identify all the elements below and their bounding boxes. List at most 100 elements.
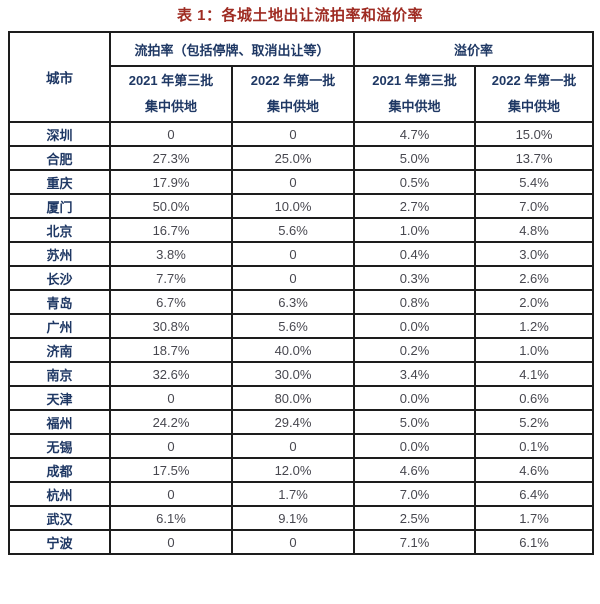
value-cell: 4.6% <box>353 457 477 483</box>
value-cell: 0 <box>109 385 233 411</box>
table-row: 成都 17.5% 12.0% 4.6% 4.6% <box>8 457 595 483</box>
city-cell: 福州 <box>8 409 111 435</box>
value-cell: 5.0% <box>353 145 477 171</box>
header-subrow: 2021 年第三批 集中供地 2022 年第一批 集中供地 2021 年第三批 … <box>9 65 595 123</box>
value-cell: 4.8% <box>474 217 595 243</box>
value-cell: 4.1% <box>474 361 595 387</box>
table-row: 济南 18.7% 40.0% 0.2% 1.0% <box>8 337 595 363</box>
value-cell: 0 <box>230 433 356 459</box>
value-cell: 80.0% <box>230 385 356 411</box>
city-cell: 广州 <box>8 313 111 339</box>
value-cell: 25.0% <box>230 145 356 171</box>
table-row: 宁波 0 0 7.1% 6.1% <box>8 529 595 555</box>
header-group-failure-rate: 流拍率（包括停牌、取消出让等） <box>108 31 356 67</box>
table-body: 深圳 0 0 4.7% 15.0% 合肥 27.3% 25.0% 5.0% 13.7% 重庆 17.9… <box>8 121 595 555</box>
value-cell: 13.7% <box>474 145 595 171</box>
value-cell: 3.4% <box>353 361 477 387</box>
table-row: 广州 30.8% 5.6% 0.0% 1.2% <box>8 313 595 339</box>
subheader-line2: 集中供地 <box>267 99 320 114</box>
table-title: 表 1：各城土地出让流拍率和溢价率 <box>176 7 423 24</box>
table-row: 无锡 0 0 0.0% 0.1% <box>8 433 595 459</box>
header-group-premium-rate: 溢价率 <box>353 31 595 67</box>
value-cell: 4.7% <box>353 121 477 147</box>
city-cell: 长沙 <box>8 265 111 291</box>
value-cell: 0.0% <box>353 433 477 459</box>
value-cell: 16.7% <box>109 217 233 243</box>
value-cell: 17.9% <box>109 169 233 195</box>
subheader-failure-2022-batch1: 2022 年第一批 集中供地 <box>230 65 356 123</box>
value-cell: 18.7% <box>109 337 233 363</box>
value-cell: 29.4% <box>230 409 356 435</box>
value-cell: 40.0% <box>230 337 356 363</box>
value-cell: 1.0% <box>474 337 595 363</box>
value-cell: 7.0% <box>474 193 595 219</box>
city-cell: 南京 <box>8 361 111 387</box>
value-cell: 15.0% <box>474 121 595 147</box>
city-cell: 宁波 <box>8 529 111 555</box>
city-cell: 无锡 <box>8 433 111 459</box>
value-cell: 0.0% <box>353 385 477 411</box>
header-city: 城市 <box>8 31 111 123</box>
city-cell: 合肥 <box>8 145 111 171</box>
city-cell: 杭州 <box>8 481 111 507</box>
table-row: 南京 32.6% 30.0% 3.4% 4.1% <box>8 361 595 387</box>
subheader-line1: 2021 年第三批 <box>128 73 214 88</box>
city-cell: 苏州 <box>8 241 111 267</box>
value-cell: 10.0% <box>230 193 356 219</box>
value-cell: 27.3% <box>109 145 233 171</box>
value-cell: 0 <box>109 481 233 507</box>
value-cell: 0.8% <box>353 289 477 315</box>
value-cell: 6.3% <box>230 289 356 315</box>
value-cell: 0.4% <box>353 241 477 267</box>
value-cell: 0 <box>230 265 356 291</box>
value-cell: 7.7% <box>109 265 233 291</box>
value-cell: 5.6% <box>230 313 356 339</box>
value-cell: 2.0% <box>474 289 595 315</box>
value-cell: 12.0% <box>230 457 356 483</box>
value-cell: 6.1% <box>474 529 595 555</box>
value-cell: 6.4% <box>474 481 595 507</box>
value-cell: 17.5% <box>109 457 233 483</box>
table-row: 合肥 27.3% 25.0% 5.0% 13.7% <box>8 145 595 171</box>
value-cell: 6.7% <box>109 289 233 315</box>
city-cell: 青岛 <box>8 289 111 315</box>
value-cell: 1.7% <box>230 481 356 507</box>
subheader-line2: 集中供地 <box>388 99 441 114</box>
subheader-failure-2021-batch3: 2021 年第三批 集中供地 <box>109 65 233 123</box>
value-cell: 7.1% <box>353 529 477 555</box>
value-cell: 5.0% <box>353 409 477 435</box>
subheader-line2: 集中供地 <box>508 99 561 114</box>
land-auction-rate-table: 城市 流拍率（包括停牌、取消出让等） 溢价率 2021 年第三批 集中供地 20… <box>8 31 595 555</box>
value-cell: 50.0% <box>109 193 233 219</box>
value-cell: 32.6% <box>109 361 233 387</box>
value-cell: 1.2% <box>474 313 595 339</box>
value-cell: 2.6% <box>474 265 595 291</box>
value-cell: 2.5% <box>353 505 477 531</box>
value-cell: 7.0% <box>353 481 477 507</box>
subheader-line2: 集中供地 <box>144 99 197 114</box>
value-cell: 0.2% <box>353 337 477 363</box>
value-cell: 30.8% <box>109 313 233 339</box>
table-row: 长沙 7.7% 0 0.3% 2.6% <box>8 265 595 291</box>
subheader-line1: 2022 年第一批 <box>491 73 577 88</box>
subheader-line1: 2022 年第一批 <box>250 73 336 88</box>
table-row: 杭州 0 1.7% 7.0% 6.4% <box>8 481 595 507</box>
subheader-premium-2022-batch1: 2022 年第一批 集中供地 <box>474 65 595 123</box>
table-row: 苏州 3.8% 0 0.4% 3.0% <box>8 241 595 267</box>
value-cell: 2.7% <box>353 193 477 219</box>
value-cell: 3.8% <box>109 241 233 267</box>
value-cell: 0.5% <box>353 169 477 195</box>
value-cell: 30.0% <box>230 361 356 387</box>
value-cell: 1.0% <box>353 217 477 243</box>
city-cell: 深圳 <box>8 121 111 147</box>
value-cell: 0.6% <box>474 385 595 411</box>
value-cell: 0 <box>230 241 356 267</box>
subheader-line1: 2021 年第三批 <box>372 73 457 88</box>
header-group-row: 城市 流拍率（包括停牌、取消出让等） 溢价率 <box>8 31 595 123</box>
value-cell: 0.0% <box>353 313 477 339</box>
table-row: 北京 16.7% 5.6% 1.0% 4.8% <box>8 217 595 243</box>
value-cell: 1.7% <box>474 505 595 531</box>
city-cell: 厦门 <box>8 193 111 219</box>
city-cell: 重庆 <box>8 169 111 195</box>
